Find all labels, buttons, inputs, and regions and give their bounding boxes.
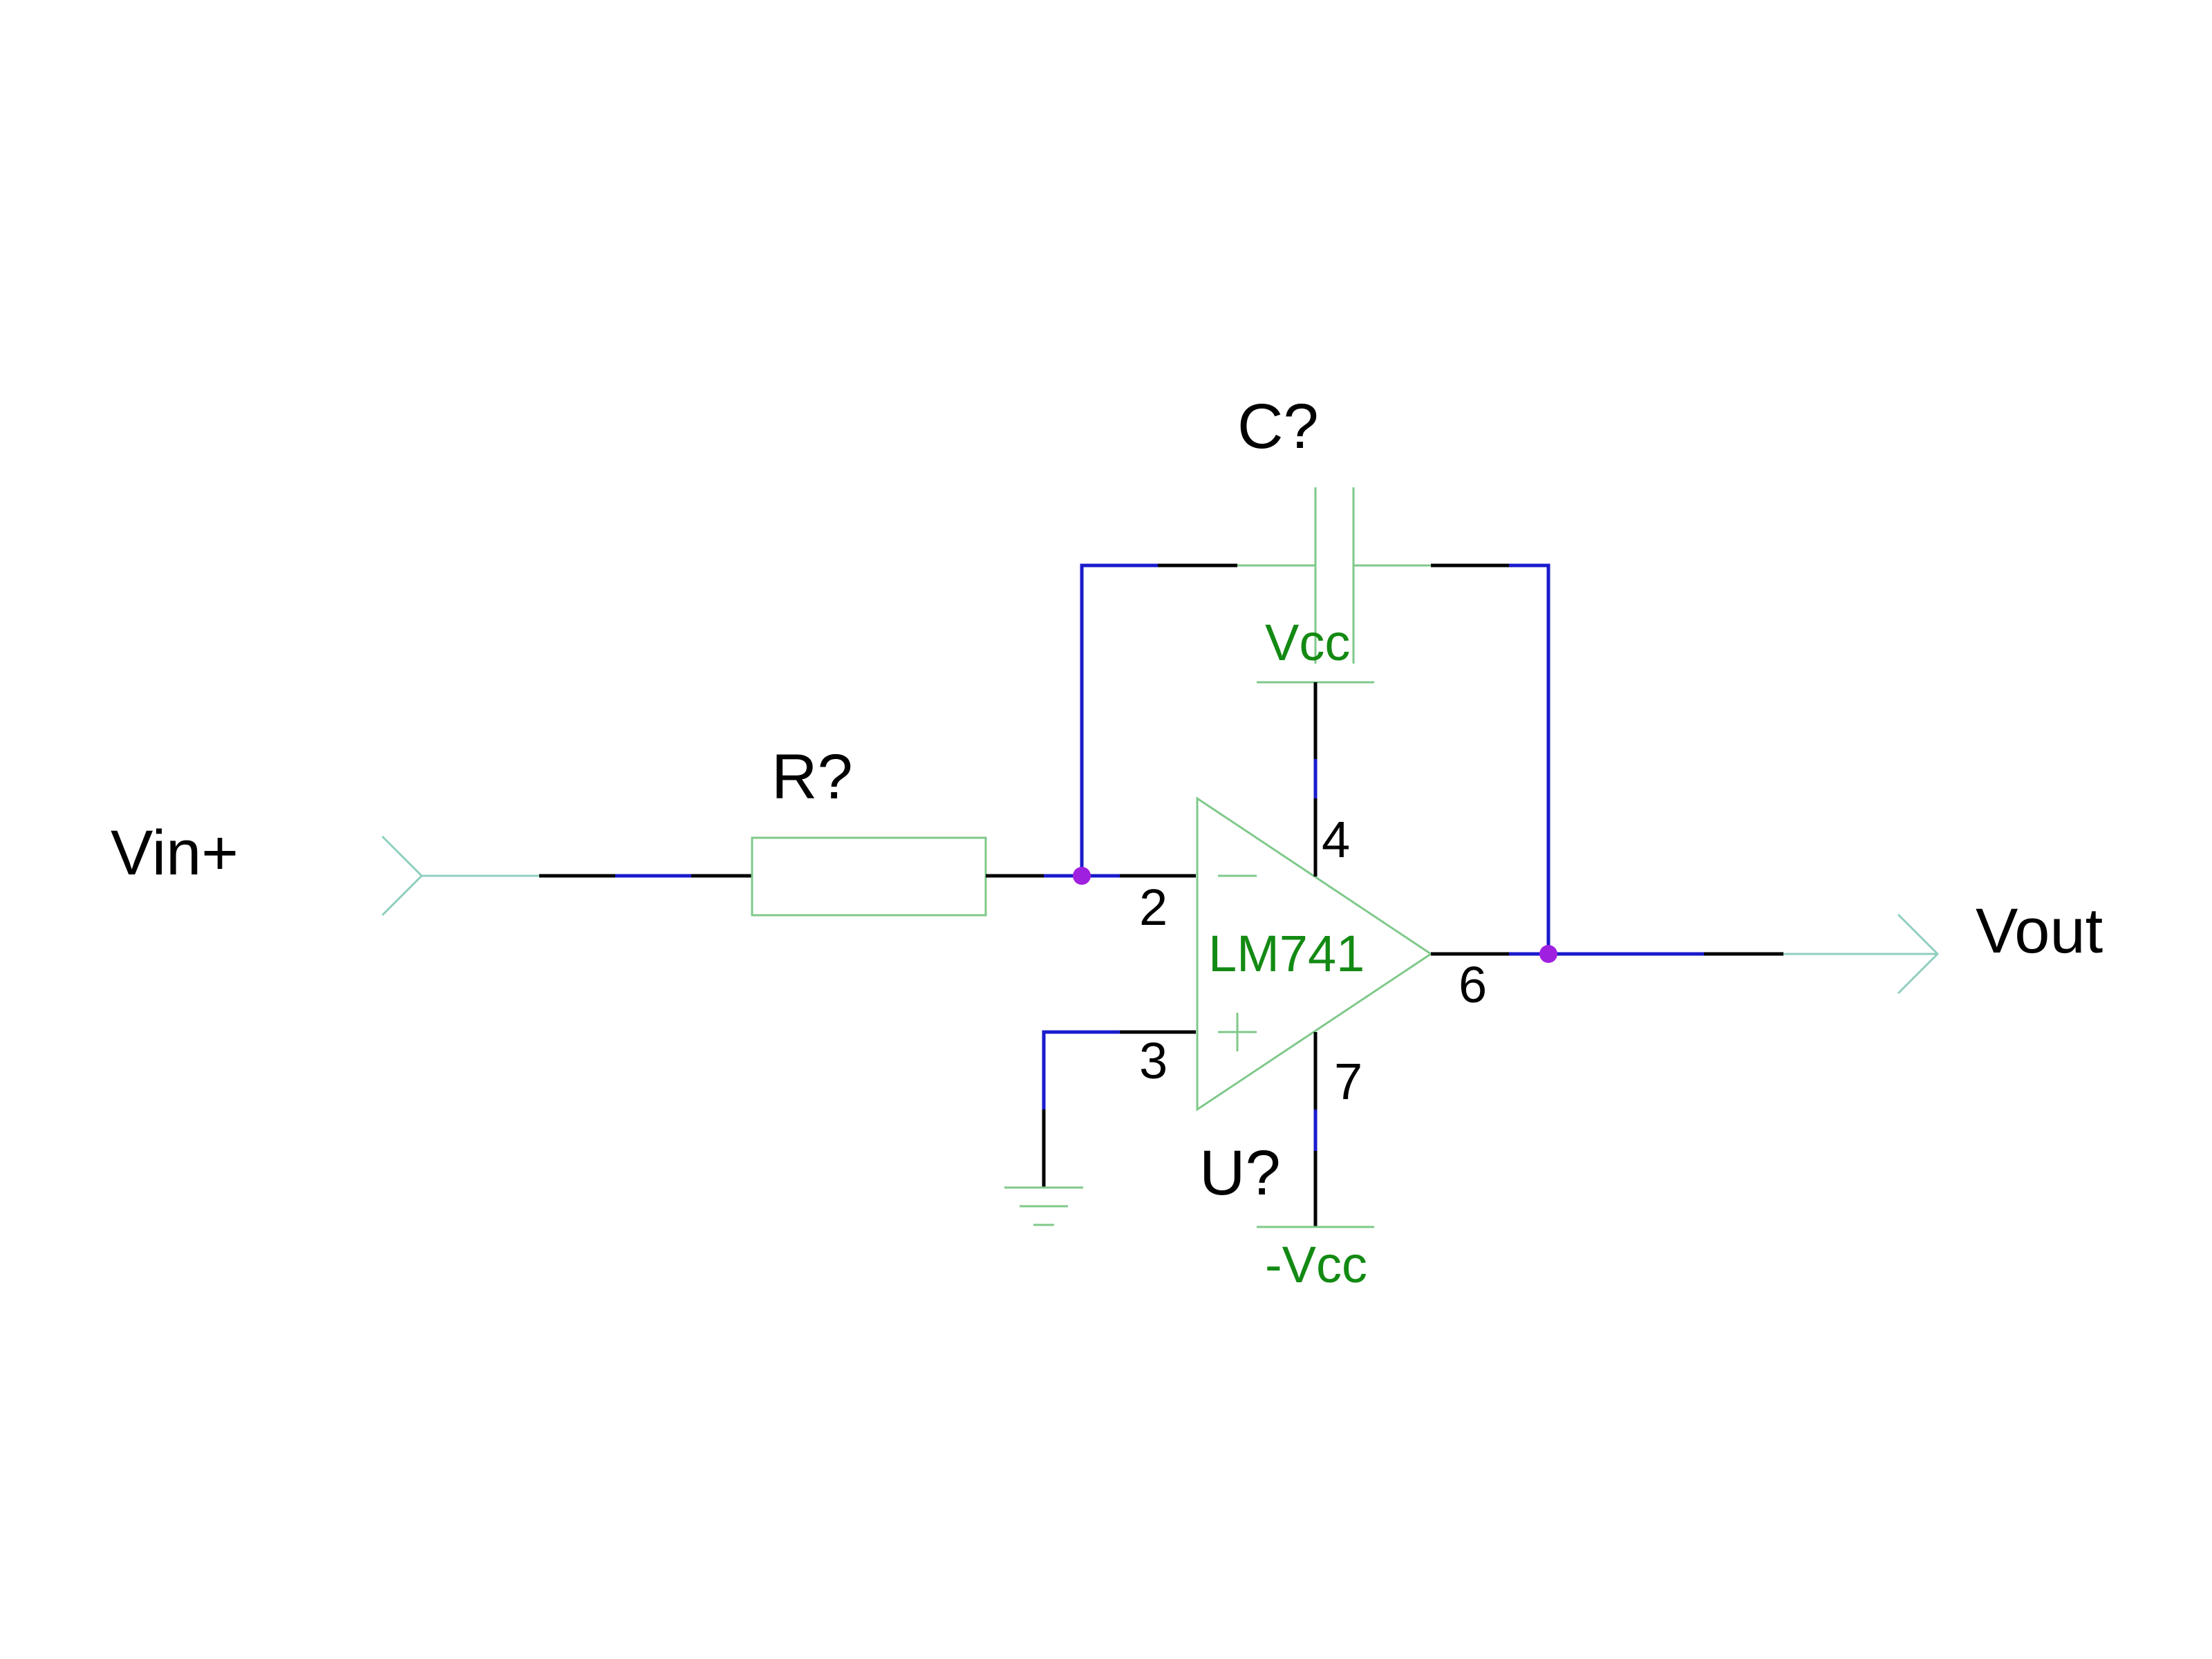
neg-vcc-supply[interactable] xyxy=(1257,1032,1374,1228)
pin-3-label: 3 xyxy=(1139,1032,1168,1089)
pin-7-label: 7 xyxy=(1334,1053,1362,1110)
vcc-supply[interactable] xyxy=(1257,681,1374,877)
capacitor[interactable] xyxy=(1314,487,1355,664)
resistor[interactable] xyxy=(751,836,987,917)
output-node-junction xyxy=(1539,945,1557,963)
vcc-label: Vcc xyxy=(1265,614,1350,671)
vin-port[interactable] xyxy=(381,835,539,917)
pin-4-label: 4 xyxy=(1322,811,1350,868)
ground-icon xyxy=(1004,1186,1083,1226)
feedback-wire-right[interactable] xyxy=(1431,563,1550,954)
feedback-wire-left[interactable] xyxy=(1080,563,1237,876)
resistor-ref-label: R? xyxy=(771,742,853,812)
vin-label: Vin+ xyxy=(111,818,238,888)
vout-label: Vout xyxy=(1976,896,2103,966)
opamp-part-label: LM741 xyxy=(1208,925,1365,982)
opamp-ref-label: U? xyxy=(1199,1138,1281,1208)
noninverting-input-wire[interactable] xyxy=(1042,1030,1196,1188)
neg-vcc-label: -Vcc xyxy=(1265,1236,1367,1293)
pin-6-label: 6 xyxy=(1459,956,1487,1013)
capacitor-ref-label: C? xyxy=(1237,391,1319,462)
vout-port[interactable] xyxy=(1783,913,1940,995)
pin-2-label: 2 xyxy=(1139,879,1168,936)
inverting-node-junction xyxy=(1073,867,1091,885)
